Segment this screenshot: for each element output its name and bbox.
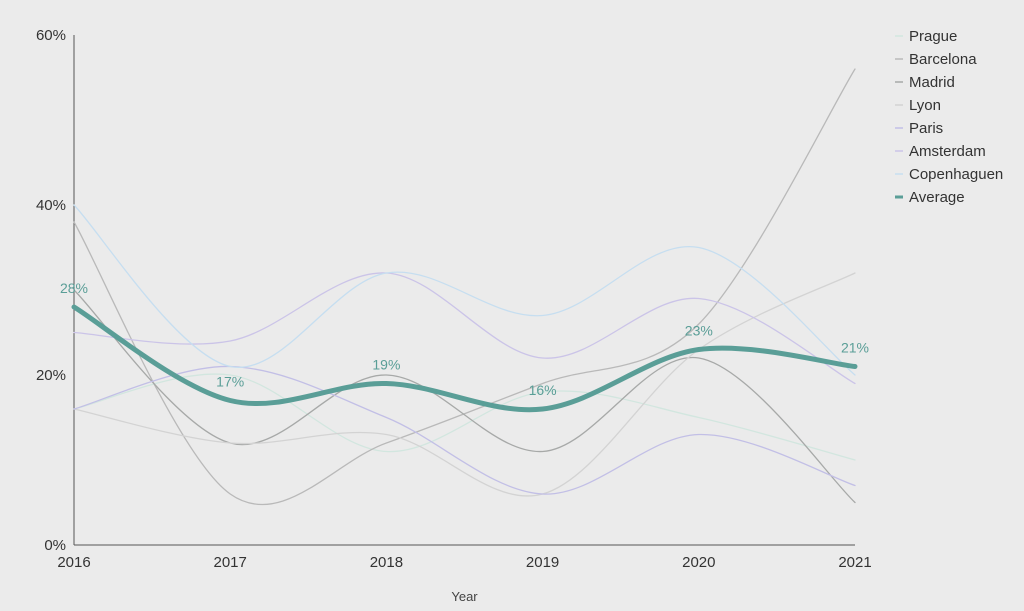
y-tick-label: 60% — [36, 27, 66, 44]
series-line-paris — [73, 365, 856, 495]
series-layer — [71, 68, 858, 506]
series-line-prague — [73, 373, 856, 461]
x-tick-label: 2017 — [214, 554, 247, 571]
legend-label-paris: Paris — [909, 120, 943, 137]
series-line-barcelona — [73, 68, 856, 506]
x-tick-label: 2020 — [682, 554, 715, 571]
data-label: 21% — [841, 340, 869, 356]
series-line-lyon — [73, 272, 856, 497]
data-label: 28% — [60, 280, 88, 296]
series-line-amsterdam — [73, 272, 856, 385]
y-tick-label: 0% — [44, 537, 66, 554]
legend: Prague Barcelona Madrid Lyon Paris Amsterdam C… — [895, 28, 1003, 206]
legend-label-amsterdam: Amsterdam — [909, 143, 986, 160]
x-axis-ticks: 2016 2017 2018 2019 2020 2021 — [57, 554, 871, 571]
series-line-copenhaguen — [73, 204, 856, 376]
series-line-average — [71, 304, 858, 413]
legend-label-madrid: Madrid — [909, 74, 955, 91]
legend-label-barcelona: Barcelona — [909, 51, 977, 68]
y-tick-label: 40% — [36, 197, 66, 214]
legend-label-average: Average — [909, 189, 965, 206]
data-label: 16% — [529, 382, 557, 398]
legend-label-lyon: Lyon — [909, 97, 941, 114]
x-tick-label: 2018 — [370, 554, 403, 571]
data-label: 19% — [372, 357, 400, 373]
legend-label-copenhaguen: Copenhaguen — [909, 166, 1003, 183]
legend-label-prague: Prague — [909, 28, 957, 45]
data-label: 17% — [216, 374, 244, 390]
y-axis-ticks: 0% 20% 40% 60% — [36, 27, 66, 554]
x-tick-label: 2019 — [526, 554, 559, 571]
y-tick-label: 20% — [36, 367, 66, 384]
x-tick-label: 2016 — [57, 554, 90, 571]
series-line-madrid — [73, 289, 856, 504]
x-axis-title: Year — [451, 589, 478, 604]
x-tick-label: 2021 — [838, 554, 871, 571]
data-label: 23% — [685, 323, 713, 339]
data-labels: 28% 17% 19% 16% 23% 21% — [60, 280, 869, 398]
